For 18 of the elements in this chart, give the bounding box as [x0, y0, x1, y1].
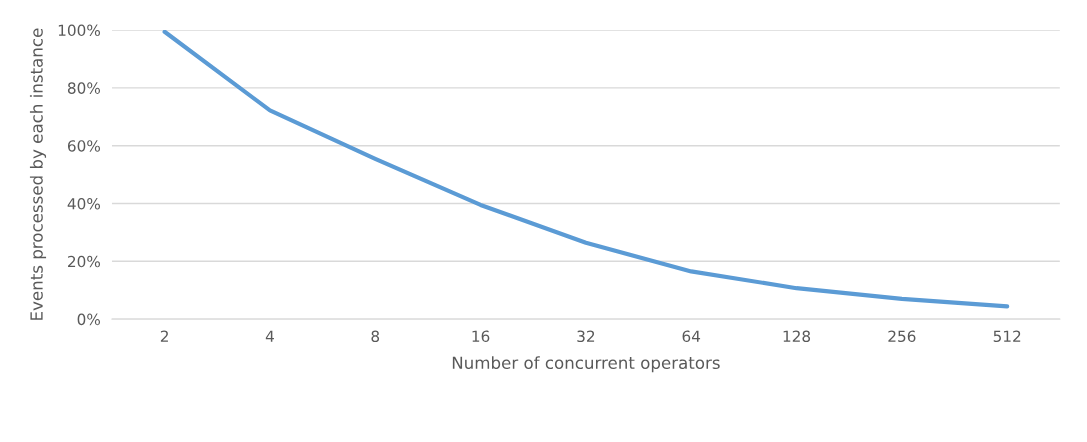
y-tick-label: 0% [77, 313, 101, 326]
x-axis-title: Number of concurrent operators [452, 356, 720, 373]
y-tick-label: 60% [67, 140, 101, 152]
y-tick-label: 80% [67, 82, 101, 94]
y-tick-label: 20% [68, 255, 101, 268]
y-tick-label: 100% [58, 24, 101, 37]
x-tick-label: 256 [888, 330, 916, 343]
x-tick-label: 64 [682, 330, 701, 343]
x-tick-label: 512 [993, 330, 1021, 343]
x-tick-label: 2 [160, 330, 168, 342]
x-tick-label: 128 [783, 330, 811, 343]
line-series [162, 30, 1010, 309]
x-tick-label: 16 [472, 330, 490, 343]
y-axis-title: Events processed by each instance [29, 28, 47, 320]
y-tick-label: 40% [67, 197, 101, 210]
x-tick-label: 4 [265, 330, 274, 342]
x-tick-label: 32 [577, 330, 595, 343]
x-tick-label: 8 [371, 330, 380, 343]
